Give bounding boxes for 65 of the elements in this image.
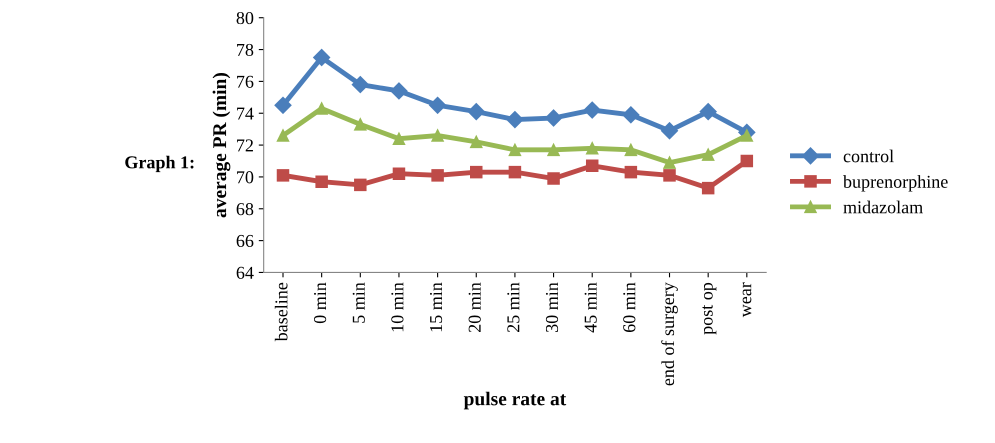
point [431,129,444,142]
x-tick-label: 15 min [430,282,442,332]
point [313,48,330,66]
x-tick-label: wear [742,282,752,318]
point [392,167,406,180]
point [624,166,638,178]
legend-label: buprenorphine [843,175,948,192]
point [660,122,678,140]
y-tick-label: 64 [236,266,254,279]
x-tick-label: 5 min [352,282,365,323]
point [547,144,560,156]
point [390,82,408,100]
x-tick-label: 25 min [507,282,520,332]
x-tick-label: 20 min [468,282,481,332]
point [586,160,598,172]
legend-label: control [844,150,894,162]
x-tick-label: baseline [274,282,288,342]
point [624,144,638,156]
point [663,156,676,169]
point [315,102,328,115]
x-tick-label: 30 min [546,282,558,332]
point [740,154,754,168]
point [508,166,522,178]
point [545,109,562,127]
point [700,103,717,120]
point [586,142,598,155]
point [274,96,292,114]
x-tick-label: 10 min [391,282,404,332]
y-tick-label: 70 [237,171,254,184]
point [506,111,524,128]
y-tick-label: 66 [236,234,254,248]
point [431,169,444,182]
x-tick-label: end of surgery [661,282,678,386]
x-tick-label: 60 min [623,282,636,332]
point [468,103,485,120]
point [702,148,714,161]
x-tick-label: post op [702,282,716,335]
y-tick-label: 72 [237,139,253,152]
point [429,96,446,114]
x-axis-title: pulse rate at [464,392,566,410]
y-tick-label: 76 [237,76,254,88]
point [470,166,483,178]
y-tick-label: 78 [237,44,254,56]
y-tick-label: 74 [237,108,254,120]
point [354,118,367,131]
point [470,136,483,148]
point [584,102,601,119]
y-axis-title: average PR (min) [212,73,230,218]
point [352,76,369,94]
point [354,178,367,192]
y-tick-label: 80 [236,12,254,24]
legend-label: midazolam [843,200,923,214]
x-tick-label: 45 min [584,282,597,332]
point [663,169,676,182]
y-tick-label: 68 [236,203,254,216]
x-tick-label: 0 min [314,282,326,324]
point [622,106,640,124]
point [315,175,328,188]
point [276,129,290,142]
point [547,172,560,185]
point [276,169,290,182]
caption: Graph 1: [125,156,194,172]
point [702,182,714,194]
point [392,132,406,145]
point [508,144,522,156]
